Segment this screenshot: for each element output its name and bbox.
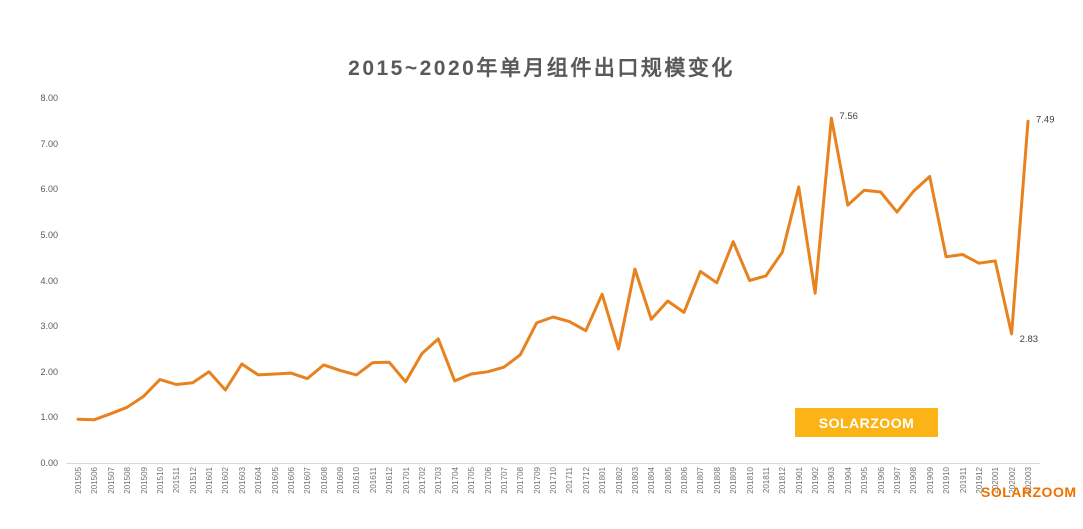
x-axis-label: 201802	[614, 467, 624, 494]
x-axis-label: 201609	[336, 467, 346, 494]
y-axis-label: 8.00	[40, 93, 58, 103]
x-axis-label: 201606	[286, 467, 296, 494]
x-axis-label: 201812	[778, 467, 788, 494]
x-axis-label: 201711	[565, 467, 575, 494]
x-axis-label: 201807	[696, 467, 706, 494]
x-axis-label: 201901	[794, 467, 804, 494]
x-axis-label: 201905	[860, 467, 870, 494]
x-axis-label: 201803	[630, 467, 640, 494]
x-axis-label: 201908	[909, 467, 919, 494]
x-axis-label: 201904	[843, 467, 853, 494]
x-axis-label: 201801	[598, 467, 608, 494]
x-axis-label: 201902	[811, 467, 821, 494]
y-axis-label: 3.00	[40, 321, 58, 332]
x-axis-label: 201809	[729, 467, 739, 494]
x-axis-label: 201505	[74, 467, 83, 494]
data-label: 2.83	[1020, 334, 1039, 345]
x-axis-label: 201805	[663, 467, 673, 494]
x-axis-label: 201509	[139, 467, 149, 494]
x-axis-label: 201508	[123, 467, 133, 494]
solarzoom-badge: SOLARZOOM	[795, 408, 938, 437]
x-axis-label: 201709	[532, 467, 542, 494]
x-axis-label: 201706	[483, 467, 493, 494]
x-axis-label: 201810	[745, 467, 755, 494]
x-axis-label: 201910	[942, 467, 952, 494]
y-axis-label: 2.00	[40, 366, 58, 377]
x-axis-label: 201705	[467, 467, 477, 494]
y-axis-label: 1.00	[40, 412, 58, 423]
x-axis-label: 201607	[303, 467, 313, 494]
x-axis-label: 201806	[680, 467, 689, 494]
x-axis-label: 201605	[270, 467, 280, 494]
y-axis-label: 7.00	[40, 138, 58, 149]
x-axis-label: 201804	[647, 467, 657, 494]
x-axis-label: 201712	[581, 467, 591, 494]
x-axis-label: 201710	[549, 467, 558, 494]
y-axis-label: 5.00	[40, 229, 58, 240]
x-axis-label: 201702	[418, 467, 427, 494]
x-axis-label: 201708	[516, 467, 526, 494]
x-axis-label: 201611	[368, 467, 378, 494]
x-axis-label: 201909	[925, 467, 935, 494]
x-axis-label: 201511	[172, 467, 182, 494]
x-axis-label: 201601	[205, 467, 214, 494]
x-axis-label: 201512	[188, 467, 198, 494]
data-label: 7.56	[839, 111, 858, 122]
x-axis-label: 201507	[106, 467, 116, 494]
x-axis-label: 201610	[352, 467, 362, 494]
x-axis-label: 201811	[761, 467, 771, 494]
y-axis-label: 6.00	[40, 184, 58, 195]
x-axis-label: 201608	[319, 467, 329, 494]
x-axis-label: 201903	[827, 467, 837, 494]
x-axis-label: 201707	[499, 467, 509, 494]
data-label: 7.49	[1036, 114, 1055, 125]
x-axis-label: 201602	[221, 467, 231, 494]
x-axis-label: 201510	[155, 467, 165, 494]
solarzoom-badge-label: SOLARZOOM	[818, 414, 915, 431]
x-axis-label: 201704	[450, 467, 460, 494]
x-axis-label: 201506	[90, 467, 100, 494]
export-series-line	[76, 116, 1030, 422]
x-axis-label: 201907	[893, 467, 902, 494]
x-axis-label: 201701	[401, 467, 411, 494]
chart-title: 2015~2020年单月组件出口规模变化	[348, 57, 735, 80]
solarzoom-watermark: SOLARZOOM	[981, 484, 1077, 500]
x-axis-label: 201603	[237, 467, 247, 494]
x-axis-label: 201604	[254, 467, 264, 494]
x-axis-label: 201906	[876, 467, 886, 494]
y-axis-label: 0.00	[40, 458, 58, 468]
y-axis-label: 4.00	[40, 275, 58, 286]
x-axis-label: 201911	[958, 467, 968, 494]
x-axis-label: 201612	[385, 467, 395, 494]
x-axis-label: 201703	[434, 467, 444, 494]
x-axis-label: 201808	[712, 467, 722, 494]
